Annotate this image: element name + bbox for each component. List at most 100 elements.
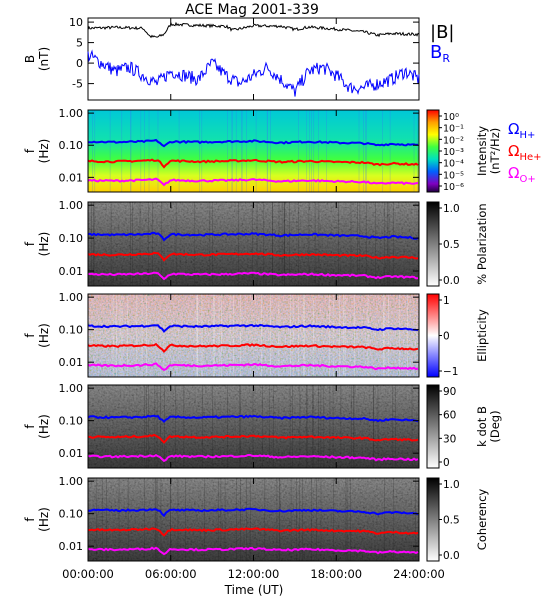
colorbar-tick-label: 10⁻⁴ <box>443 159 464 170</box>
legend-o-plus-sym: Ω <box>508 164 519 182</box>
ytick-label: 0.10 <box>59 324 84 337</box>
panel-ellipticity: 1.00 0.10 0.01 f (Hz) 1 0 −1 Ellipticity <box>23 291 489 378</box>
colorbar-ellipticity <box>426 293 440 378</box>
ytick-label: 0.01 <box>59 171 84 184</box>
field-y-ticks: -5 0 5 10 <box>69 16 419 91</box>
field-ytick-label: -5 <box>72 78 83 91</box>
legend-br-sub: R <box>442 52 450 65</box>
spectrogram-coherency <box>88 478 419 561</box>
ytick-label: 0.10 <box>59 508 84 521</box>
panel-intensity: 1.00 0.10 0.01 f (Hz) 10⁰10⁻¹10⁻²10⁻³10⁻⁴10⁻⁵… <box>23 107 502 193</box>
colorbar-tick-label: 1.0 <box>443 479 460 491</box>
colorbar-tick-label: 60 <box>443 410 456 422</box>
legend-h-plus: ΩH+ <box>508 120 535 141</box>
panel-ylabel: f <box>23 424 37 429</box>
panel-ylabel: f <box>23 517 37 522</box>
gyro-line-he_plus <box>87 342 419 353</box>
series-line-bmag <box>87 21 420 39</box>
panel-yunit: (Hz) <box>37 323 51 348</box>
legend-h-plus-sub: H+ <box>519 130 535 141</box>
colorbar-coherency <box>426 477 440 562</box>
colorbar-tick-label: 0.0 <box>443 275 460 287</box>
ytick-label: 1.00 <box>59 199 84 212</box>
ytick-label: 1.00 <box>59 107 84 120</box>
legend-o-plus: ΩO+ <box>508 164 536 185</box>
colorbar-tick-label: 0.5 <box>443 239 460 251</box>
colorbar-tick-label: 10⁻¹ <box>443 124 464 135</box>
legend-br: BR <box>430 42 450 65</box>
x-axis: 00:00:00 06:00:00 12:00:00 18:00:00 24:00:00 <box>62 18 445 581</box>
ytick-label: 0.01 <box>59 356 84 369</box>
colorbar-kdotb <box>426 384 440 469</box>
gyro-line-o_plus <box>87 362 419 372</box>
panel-ylabel: f <box>23 148 37 153</box>
gyro-line-h_plus <box>87 414 419 424</box>
ytick-label: 1.00 <box>59 382 84 395</box>
colorbar-tick-label: 0.5 <box>443 515 460 527</box>
ytick-label: 0.10 <box>59 415 84 428</box>
panel-kdotb: 1.00 0.10 0.01 f (Hz) 90 60 30 0 k dot B (Deg) <box>23 382 502 469</box>
legend-o-plus-sub: O+ <box>519 174 535 185</box>
colorbar-tick-label: 10⁻³ <box>443 147 464 158</box>
gyro-line-h_plus <box>87 231 419 242</box>
xtick-label: 06:00:00 <box>145 567 197 581</box>
panel-ylabel: f <box>23 333 37 338</box>
colorbar-tick-label: 0.0 <box>443 550 460 562</box>
colorbar-tick-label: 10⁻⁶ <box>443 182 464 193</box>
legend-bmag: |B| <box>430 22 454 43</box>
gyro-line-he_plus <box>87 158 419 169</box>
colorbar-tick-label: 10⁰ <box>443 112 459 123</box>
gyro-line-h_plus <box>87 507 419 518</box>
gyro-line-o_plus <box>88 271 419 281</box>
legend-br-main: B <box>430 42 442 63</box>
panel-field-frame <box>87 17 420 101</box>
gyro-line-he_plus <box>87 251 419 262</box>
field-ytick-label: 10 <box>69 16 83 29</box>
chart-title: ACE Mag 2001-339 <box>185 2 319 18</box>
gyro-line-h_plus <box>87 323 419 333</box>
colorbar-label: Intensity <box>475 126 489 176</box>
ytick-label: 1.00 <box>59 291 84 304</box>
panel-yunit: (Hz) <box>37 414 51 439</box>
ytick-label: 0.01 <box>59 447 84 460</box>
panel-coherency: 1.00 0.10 0.01 f (Hz) 1.0 0.5 0.0 Coherency <box>23 475 489 562</box>
colorbar-tick-label: 30 <box>443 433 456 445</box>
colorbar-tick-label: 0 <box>443 457 450 469</box>
colorbar-tick-label: 0 <box>443 331 450 343</box>
gyro-line-o_plus <box>87 546 419 556</box>
x-axis-label: Time (UT) <box>224 583 284 597</box>
legend-h-plus-sym: Ω <box>508 120 519 138</box>
field-series-group <box>87 21 420 97</box>
legend-he-plus-sub: He+ <box>519 152 541 163</box>
colorbar-tick-label: 1 <box>443 295 450 307</box>
spectrogram-panels: 1.000.100.01f (Hz)10⁰10⁻¹10⁻²10⁻³10⁻⁴10⁻⁵… <box>23 107 502 562</box>
field-yunit: (nT) <box>37 47 51 71</box>
colorbar-tick-label: 1.0 <box>443 203 460 215</box>
ytick-label: 0.01 <box>59 540 84 553</box>
colorbar-tick-label: 10⁻² <box>443 135 464 146</box>
colorbar-label: k dot B <box>475 406 489 447</box>
field-ytick-label: 0 <box>76 57 83 70</box>
legend-he-plus-sym: Ω <box>508 142 519 160</box>
panel-yunit: (Hz) <box>37 232 51 257</box>
gyro-line-he_plus <box>87 433 419 444</box>
colorbar-tick-label: −1 <box>443 366 458 378</box>
colorbar-tick-label: 10⁻⁵ <box>443 170 464 181</box>
colorbar-intensity <box>426 109 440 193</box>
gyro-legend: ΩH+ ΩHe+ ΩO+ <box>508 120 542 185</box>
colorbar-polarization <box>426 201 440 287</box>
colorbar-unit: (Deg) <box>488 410 502 442</box>
panel-yunit: (Hz) <box>37 139 51 164</box>
colorbar-tick-label: 90 <box>443 386 456 398</box>
spectrogram-kdotb <box>88 385 419 468</box>
series-line-br <box>87 49 420 97</box>
gyro-line-o_plus <box>87 177 419 187</box>
xtick-label: 24:00:00 <box>393 567 445 581</box>
panel-ylabel: f <box>23 241 37 246</box>
xtick-label: 00:00:00 <box>62 567 114 581</box>
colorbar-label: Ellipticity <box>475 309 489 362</box>
gyro-line-o_plus <box>87 453 419 463</box>
xtick-label: 18:00:00 <box>310 567 362 581</box>
ytick-label: 0.01 <box>59 265 84 278</box>
gyro-line-h_plus <box>87 138 418 148</box>
